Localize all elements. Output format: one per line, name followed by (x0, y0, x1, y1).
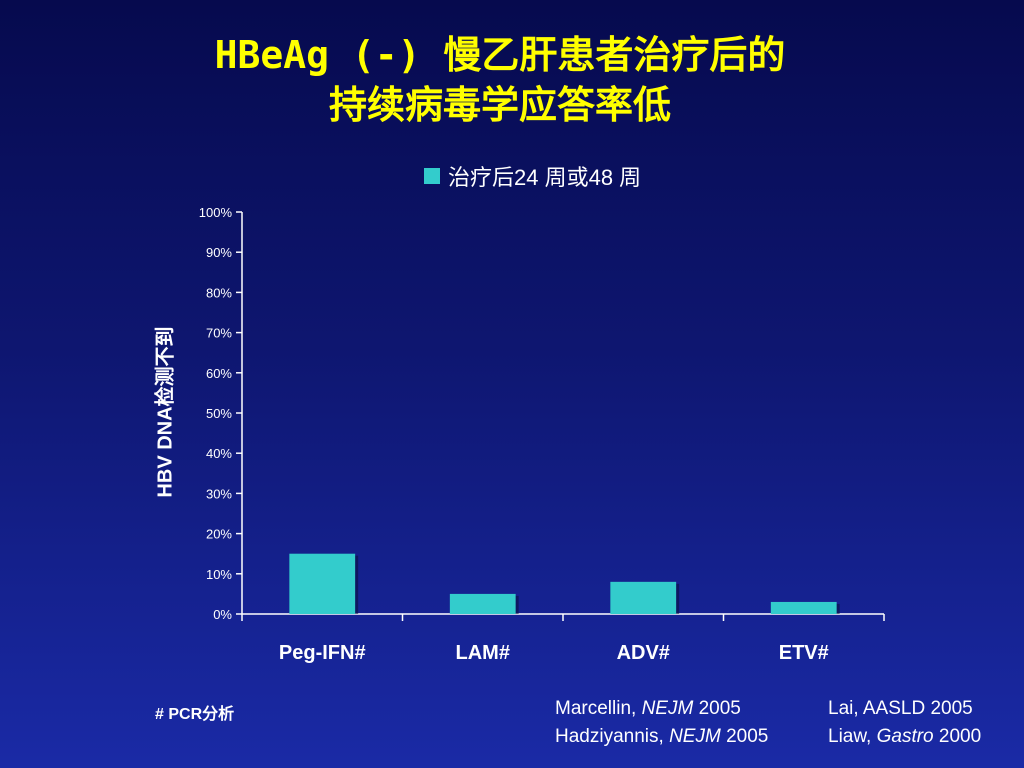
x-category-label: ADV# (617, 642, 670, 664)
y-tick-label: 80% (206, 285, 232, 300)
reference-3-author: Lai, AASLD 2005 (828, 698, 973, 719)
slide-title: HBeAg (-) 慢乙肝患者治疗后的 持续病毒学应答率低 (0, 30, 1000, 130)
reference-2: Hadziyannis, NEJM 2005 (555, 726, 768, 748)
x-category-label: Peg-IFN# (279, 642, 366, 664)
chart-legend: 治疗后24 周或48 周 (424, 160, 641, 192)
reference-4-year: 2000 (933, 726, 982, 747)
legend-label: 治疗后24 周或48 周 (448, 165, 642, 190)
y-tick-label: 100% (199, 205, 233, 220)
y-tick-label: 60% (206, 366, 232, 381)
title-line-2: 持续病毒学应答率低 (328, 83, 671, 127)
reference-4-journal: Gastro (876, 726, 934, 747)
y-tick-label: 10% (206, 567, 232, 582)
reference-1-author: Marcellin, (555, 698, 642, 719)
bar-etv (770, 601, 837, 614)
y-tick-label: 50% (206, 406, 232, 421)
reference-2-journal: NEJM (669, 726, 721, 747)
bar-adv (610, 581, 677, 614)
y-tick-label: 70% (206, 326, 232, 341)
y-tick-label: 20% (206, 527, 232, 542)
legend-swatch (424, 168, 440, 184)
reference-3: Lai, AASLD 2005 (828, 698, 973, 720)
reference-4-author: Liaw, (828, 726, 877, 747)
footnote: # PCR分析 (155, 706, 235, 723)
reference-1-year: 2005 (693, 698, 741, 719)
x-category-label: LAM# (456, 642, 510, 664)
reference-2-year: 2005 (720, 726, 769, 747)
y-tick-label: 90% (206, 245, 232, 260)
reference-1: Marcellin, NEJM 2005 (555, 698, 741, 720)
reference-4: Liaw, Gastro 2000 (828, 726, 981, 748)
bar-lam (449, 593, 516, 614)
bar-pegifn (289, 553, 356, 614)
reference-2-author: Hadziyannis, (555, 726, 670, 747)
reference-1-journal: NEJM (641, 698, 694, 719)
y-tick-label: 0% (213, 607, 232, 622)
title-line-1: HBeAg (-) 慢乙肝患者治疗后的 (214, 33, 786, 77)
y-tick-label: 40% (206, 446, 232, 461)
x-category-label: ETV# (779, 642, 829, 664)
y-tick-label: 30% (206, 486, 232, 501)
